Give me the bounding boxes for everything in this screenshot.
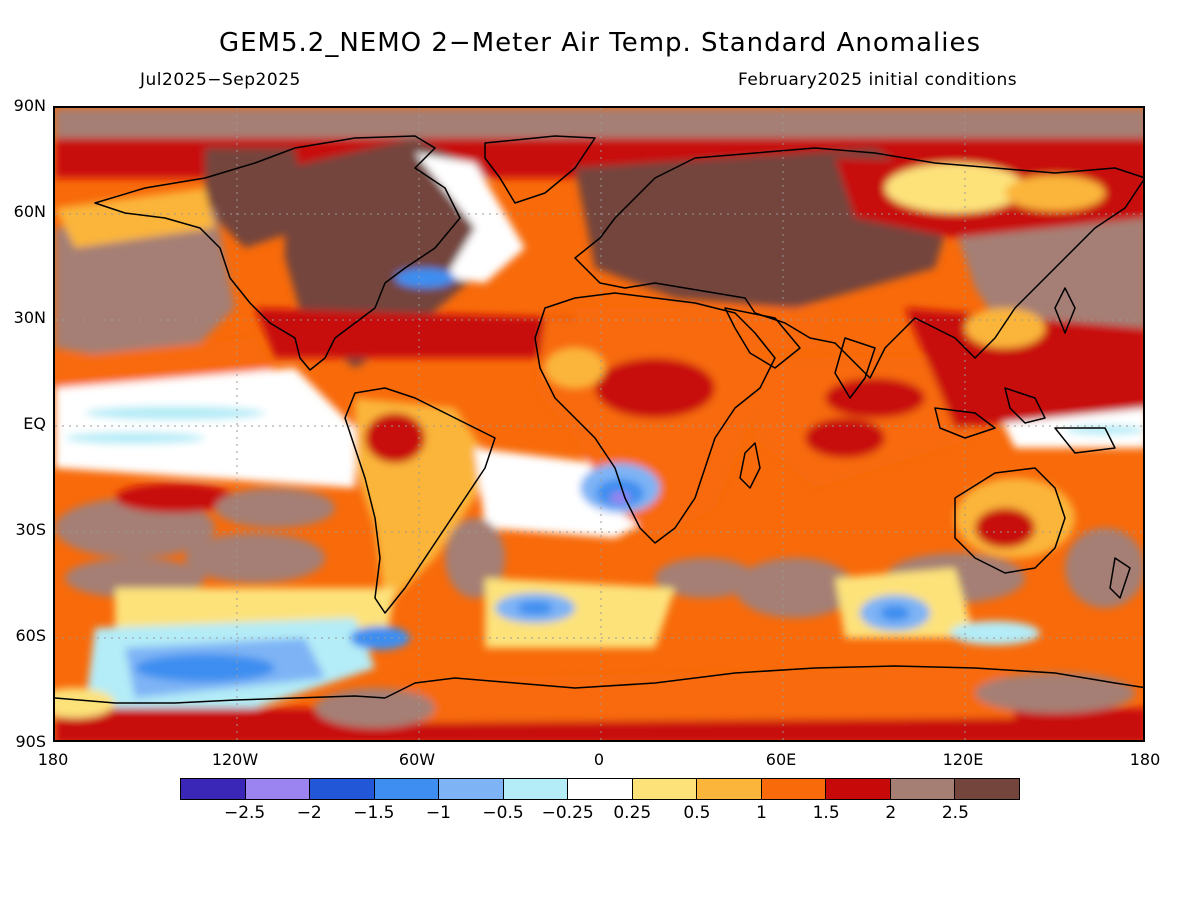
forecast-period: Jul2025−Sep2025 [140,70,301,90]
colorbar-swatch [632,779,698,799]
colorbar-swatch [697,779,762,799]
colorbar-swatch [761,779,827,799]
lon-label-60w: 60W [398,750,436,769]
colorbar-tick-label: −2 [296,803,322,823]
colorbar-tick-label: 0.5 [683,803,711,823]
anomaly-map-svg [55,108,1143,740]
colorbar-swatch [568,779,633,799]
lat-label-30n: 30N [13,308,46,327]
colorbar-tick-label: −1.5 [353,803,395,823]
colorbar [180,778,1020,800]
anomaly-fields [55,108,1143,740]
colorbar-swatch [503,779,569,799]
lat-label-30s: 30S [15,520,46,539]
colorbar-tick-label: −0.25 [541,803,594,823]
colorbar-tick-label: −2.5 [223,803,266,823]
colorbar-tick-label: 1 [756,803,767,823]
lat-label-eq: EQ [23,414,46,433]
graticule [55,108,1143,740]
lon-label-180w: 180 [37,750,69,769]
colorbar-swatch [826,779,891,799]
colorbar-swatch [245,779,311,799]
colorbar-tick-label: 1.5 [812,803,840,823]
colorbar-swatch [955,779,1019,799]
lat-label-60s: 60S [15,626,46,645]
initial-conditions: February2025 initial conditions [738,70,1018,90]
lon-label-0: 0 [593,750,605,769]
anomaly-map [53,106,1145,742]
colorbar-swatch [310,779,375,799]
lon-label-60e: 60E [765,750,797,769]
coastlines [55,135,1143,704]
lat-label-60n: 60N [13,202,46,221]
colorbar-swatch [439,779,504,799]
colorbar-tick-label: 2 [885,803,897,823]
colorbar-swatch [890,779,956,799]
colorbar-tick-label: −1 [425,803,451,823]
colorbar-tick-label: 0.25 [613,803,652,823]
lon-label-120e: 120E [942,750,984,769]
lat-label-90n: 90N [13,96,46,115]
colorbar-swatch [181,779,246,799]
lat-label-90s: 90S [15,732,46,751]
colorbar-tick-label: 2.5 [941,803,969,823]
colorbar-tick-label: −0.5 [482,803,524,823]
lon-label-180e: 180 [1129,750,1161,769]
colorbar-swatch [374,779,440,799]
chart-title: GEM5.2_NEMO 2−Meter Air Temp. Standard A… [218,28,982,58]
lon-label-120w: 120W [211,750,259,769]
